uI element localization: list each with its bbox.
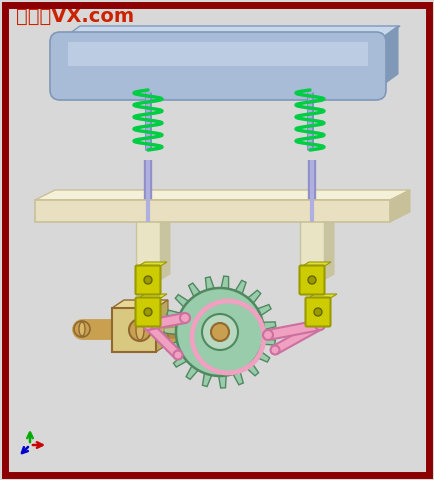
Polygon shape	[307, 294, 337, 299]
Polygon shape	[156, 300, 168, 352]
Polygon shape	[324, 214, 334, 280]
Polygon shape	[174, 354, 188, 367]
Polygon shape	[205, 277, 215, 292]
FancyBboxPatch shape	[299, 265, 325, 295]
Polygon shape	[35, 190, 410, 200]
Polygon shape	[202, 372, 212, 386]
Polygon shape	[136, 214, 170, 220]
Polygon shape	[376, 26, 398, 90]
Polygon shape	[58, 26, 400, 42]
Polygon shape	[145, 322, 181, 358]
Polygon shape	[267, 320, 321, 340]
Ellipse shape	[79, 322, 85, 336]
Bar	[136, 220, 160, 280]
FancyBboxPatch shape	[50, 32, 386, 100]
Circle shape	[176, 288, 264, 376]
Polygon shape	[390, 190, 410, 222]
Polygon shape	[232, 370, 243, 385]
Circle shape	[211, 323, 229, 341]
Polygon shape	[186, 364, 199, 379]
Polygon shape	[245, 361, 259, 376]
FancyBboxPatch shape	[135, 265, 161, 295]
Polygon shape	[260, 336, 276, 345]
Polygon shape	[166, 341, 181, 351]
FancyBboxPatch shape	[306, 298, 331, 326]
Bar	[35, 200, 390, 222]
Circle shape	[315, 320, 325, 330]
Circle shape	[129, 319, 151, 341]
Bar	[112, 308, 156, 352]
Polygon shape	[137, 262, 167, 267]
Circle shape	[308, 276, 316, 284]
Circle shape	[263, 330, 273, 340]
Circle shape	[144, 276, 152, 284]
Bar	[300, 220, 324, 280]
Polygon shape	[112, 300, 168, 308]
Circle shape	[202, 314, 238, 350]
Polygon shape	[234, 280, 246, 296]
Bar	[68, 42, 368, 66]
Polygon shape	[254, 349, 270, 362]
Circle shape	[174, 350, 183, 360]
Polygon shape	[247, 290, 261, 305]
Circle shape	[143, 320, 153, 330]
Polygon shape	[189, 283, 201, 298]
Polygon shape	[273, 321, 322, 354]
Polygon shape	[256, 305, 271, 317]
Polygon shape	[175, 295, 190, 308]
Ellipse shape	[136, 320, 144, 340]
Polygon shape	[164, 327, 178, 335]
Polygon shape	[301, 262, 331, 267]
Circle shape	[74, 321, 90, 337]
Text: 微小网VX.com: 微小网VX.com	[16, 7, 134, 26]
Circle shape	[144, 321, 152, 329]
Circle shape	[270, 346, 279, 355]
Polygon shape	[300, 214, 334, 220]
Circle shape	[180, 313, 190, 323]
Polygon shape	[137, 294, 167, 299]
Circle shape	[316, 321, 325, 329]
Polygon shape	[220, 276, 229, 291]
FancyBboxPatch shape	[135, 298, 161, 326]
Polygon shape	[160, 214, 170, 280]
Circle shape	[314, 308, 322, 316]
Circle shape	[144, 308, 152, 316]
Polygon shape	[167, 310, 182, 321]
Polygon shape	[147, 313, 186, 330]
Polygon shape	[261, 322, 276, 330]
Polygon shape	[218, 374, 226, 388]
